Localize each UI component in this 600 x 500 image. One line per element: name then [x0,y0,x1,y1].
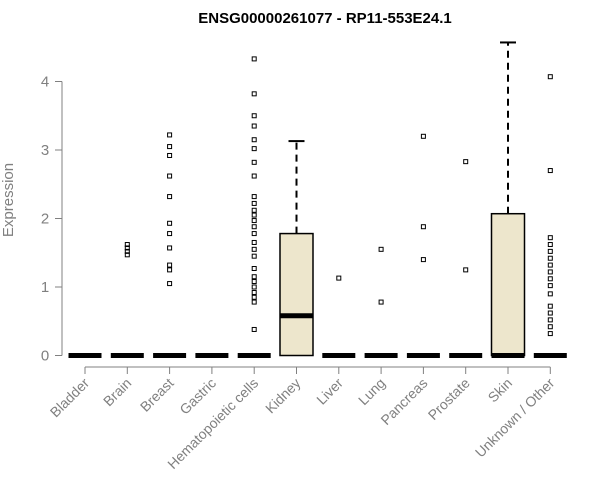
outlier-point [167,152,173,158]
outlier-point [251,284,257,290]
outlier-point [547,168,553,174]
y-tick-label: 1 [41,279,49,296]
outlier-point [251,56,257,62]
outlier-point [378,246,384,252]
box-unknown-other [533,74,567,358]
outlier-point [251,231,257,237]
y-tick-label: 3 [41,142,49,159]
box-pancreas [406,133,440,358]
outlier-point [463,267,469,273]
outlier-point [420,257,426,263]
outlier-point [251,274,257,280]
outlier-point [547,331,553,337]
y-axis-label: Expression [0,163,17,237]
outlier-point [251,299,257,305]
outlier-point [251,224,257,230]
outlier-point [420,224,426,230]
outlier-point [251,91,257,97]
box-hematopoietic-cells [237,56,271,358]
outlier-point [336,275,342,281]
y-tick-label: 4 [41,74,49,91]
box-skin [490,41,526,358]
outlier-point [167,132,173,138]
outlier-point [251,159,257,165]
y-tick-label: 0 [41,348,49,365]
x-tick-label: Prostate [425,375,473,423]
outlier-point [167,173,173,179]
outlier-point [547,291,553,297]
outlier-point [167,245,173,251]
outlier-point [463,159,469,165]
outlier-point [167,194,173,200]
outlier-point [547,242,553,248]
outlier-point [251,326,257,332]
box-prostate [449,159,483,358]
outlier-point [251,279,257,285]
outlier-point [251,123,257,129]
x-tick-label: Lung [355,375,388,408]
outlier-point [251,113,257,119]
box-brain [110,242,144,358]
outlier-point [547,74,553,80]
outlier-point [251,146,257,152]
outlier-point [251,212,257,218]
outlier-point [378,299,384,305]
y-tick-label: 2 [41,211,49,228]
x-tick-label: Bladder [47,375,93,421]
outlier-point [251,289,257,295]
outlier-point [251,239,257,245]
box-liver [322,275,356,358]
outlier-point [251,266,257,272]
outlier-point [251,246,257,252]
outlier-point [124,252,130,258]
outlier-point [124,245,130,251]
outlier-point [547,283,553,289]
x-tick-label: Kidney [262,375,304,417]
y-axis: 0 1 2 3 4 [41,74,63,365]
x-tick-label: Unknown / Other [472,375,558,461]
box-lung [364,246,398,358]
x-tick-label: Brain [100,375,134,409]
outlier-point [547,324,553,330]
outlier-point [167,267,173,273]
outlier-point [251,253,257,259]
outlier-point [124,242,130,248]
box-body [279,232,314,357]
outlier-point [547,255,553,261]
outlier-point [251,173,257,179]
outlier-point [547,310,553,316]
outlier-point [547,303,553,309]
outlier-point [251,194,257,200]
x-tick-label: Liver [313,375,346,408]
outlier-point [547,235,553,241]
x-tick-label: Pancreas [377,375,430,428]
outlier-point [547,317,553,323]
chart-title: ENSG00000261077 - RP11-553E24.1 [198,10,452,27]
outlier-point [167,220,173,226]
x-tick-label: Skin [485,375,516,406]
outlier-point [251,137,257,143]
box-body [490,212,526,357]
outlier-point [420,133,426,139]
outlier-point [251,200,257,206]
boxes [68,41,567,358]
outlier-point [547,262,553,268]
outlier-point [167,144,173,150]
outlier-point [547,248,553,254]
outlier-point [167,231,173,237]
outlier-point [547,276,553,282]
outlier-point [251,294,257,300]
outlier-point [547,269,553,275]
outlier-point [167,262,173,268]
x-tick-label: Breast [137,375,177,415]
outlier-point [167,281,173,287]
box-kidney [279,140,314,357]
outlier-point [251,218,257,224]
outlier-point [251,207,257,213]
outlier-point [124,248,130,254]
box-breast [153,132,187,358]
